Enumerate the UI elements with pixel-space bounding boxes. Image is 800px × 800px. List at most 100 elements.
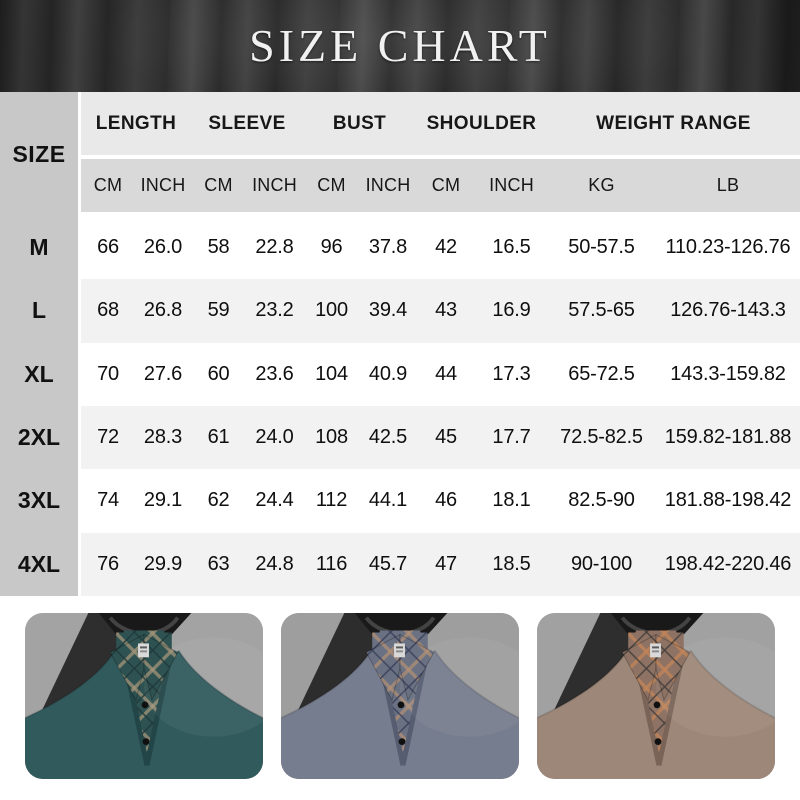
- cell-shoulder-inch: 18.1: [492, 489, 531, 512]
- product-photo-blue-gray: [281, 613, 519, 779]
- collar-shape: [109, 630, 179, 702]
- button: [654, 738, 662, 745]
- header-banner: SIZE CHART: [0, 0, 800, 92]
- product-photo-teal: [25, 613, 263, 779]
- cell-length-inch: 26.8: [143, 299, 183, 322]
- cell-sleeve-inch: 24.0: [255, 426, 294, 449]
- cell-length-cm: 68: [97, 299, 119, 322]
- column-header-bust: BUST: [332, 112, 387, 134]
- cell-bust-inch: 42.5: [368, 426, 408, 449]
- cell-sleeve-cm: 63: [207, 552, 230, 575]
- collar-shape: [621, 630, 691, 702]
- cell-weight-lb: 143.3-159.82: [670, 362, 786, 385]
- button: [397, 701, 405, 709]
- button: [398, 738, 406, 745]
- unit-sleeve-cm: CM: [204, 175, 233, 195]
- cell-sleeve-inch: 24.8: [255, 552, 294, 575]
- cell-sleeve-inch: 22.8: [255, 236, 294, 259]
- unit-shoulder-cm: CM: [431, 175, 461, 195]
- column-header-shoulder: SHOULDER: [426, 112, 537, 134]
- cell-shoulder-cm: 46: [435, 489, 457, 512]
- collar-tag: [650, 643, 661, 658]
- size-column-header: SIZE: [12, 140, 66, 167]
- shirt-illustration: [281, 613, 519, 779]
- row-label-m: M: [29, 234, 49, 261]
- table-row-m: 66 26.0 58 22.8 96 37.8 42 16.5 50-57.5 …: [81, 216, 800, 280]
- cell-shoulder-cm: 43: [435, 299, 457, 322]
- table-row-3xl: 74 29.1 62 24.4 112 44.1 46 18.1 82.5-90…: [81, 469, 800, 533]
- cell-length-cm: 72: [97, 426, 119, 449]
- cell-weight-kg: 90-100: [570, 552, 633, 575]
- cell-bust-cm: 116: [315, 552, 348, 575]
- cell-shoulder-inch: 17.3: [492, 362, 531, 385]
- cell-weight-kg: 57.5-65: [568, 299, 635, 322]
- row-label-3xl: 3XL: [17, 487, 61, 514]
- sweater-shape: [537, 637, 775, 779]
- cell-weight-kg: 82.5-90: [568, 489, 635, 512]
- cell-length-cm: 66: [97, 236, 119, 259]
- cell-sleeve-cm: 58: [207, 236, 230, 259]
- cell-sleeve-cm: 61: [207, 426, 230, 449]
- product-photo-brown: [537, 613, 775, 779]
- cell-weight-kg: 65-72.5: [568, 362, 635, 385]
- cell-bust-cm: 112: [315, 489, 348, 512]
- row-label-xl: XL: [24, 360, 54, 387]
- cell-bust-cm: 100: [315, 299, 348, 322]
- cell-shoulder-cm: 45: [435, 426, 457, 449]
- cell-weight-lb: 110.23-126.76: [665, 236, 791, 259]
- unit-bust-cm: CM: [317, 175, 346, 195]
- table-row-2xl: 72 28.3 61 24.0 108 42.5 45 17.7 72.5-82…: [81, 405, 800, 470]
- cell-weight-lb: 126.76-143.3: [670, 299, 786, 322]
- cell-shoulder-cm: 42: [435, 236, 457, 259]
- cell-bust-inch: 40.9: [368, 362, 408, 385]
- cell-weight-kg: 72.5-82.5: [560, 426, 643, 449]
- cell-length-inch: 26.0: [143, 236, 183, 259]
- cell-length-cm: 70: [97, 362, 119, 385]
- table-row-4xl: 76 29.9 63 24.8 116 45.7 47 18.5 90-100 …: [81, 532, 800, 596]
- size-column: SIZE M L XL 2XL 3XL 4XL: [0, 92, 78, 596]
- cell-bust-cm: 108: [315, 426, 348, 449]
- table-data-area: LENGTH SLEEVE BUST SHOULDER WEIGHT RANGE…: [81, 92, 800, 596]
- cell-weight-lb: 181.88-198.42: [664, 489, 792, 512]
- cell-length-cm: 76: [97, 552, 119, 575]
- measurement-header-row: LENGTH SLEEVE BUST SHOULDER WEIGHT RANGE: [81, 92, 800, 155]
- cell-sleeve-inch: 24.4: [255, 489, 294, 512]
- cell-weight-lb: 198.42-220.46: [664, 552, 792, 575]
- unit-length-inch: INCH: [140, 175, 186, 195]
- cell-sleeve-inch: 23.2: [255, 299, 294, 322]
- header-divider: [81, 155, 800, 159]
- sweater-shape: [25, 637, 263, 779]
- cell-length-inch: 29.9: [143, 552, 183, 575]
- cell-sleeve-cm: 62: [207, 489, 230, 512]
- cell-shoulder-inch: 16.9: [492, 299, 531, 322]
- unit-weight-lb: LB: [716, 175, 740, 195]
- column-header-weight-range: WEIGHT RANGE: [596, 112, 751, 134]
- cell-weight-lb: 159.82-181.88: [664, 426, 792, 449]
- unit-length-cm: CM: [93, 175, 123, 195]
- collar-tag: [394, 643, 405, 658]
- cell-sleeve-inch: 23.6: [255, 362, 294, 385]
- cell-length-inch: 27.6: [143, 362, 183, 385]
- product-photos: [25, 613, 775, 779]
- cell-bust-cm: 96: [320, 236, 343, 259]
- table-row-xl: 70 27.6 60 23.6 104 40.9 44 17.3 65-72.5…: [81, 342, 800, 406]
- cell-shoulder-inch: 18.5: [492, 552, 531, 575]
- cell-shoulder-inch: 16.5: [492, 236, 531, 259]
- unit-header-row: CM INCH CM INCH CM INCH CM INCH KG LB: [81, 159, 800, 212]
- unit-shoulder-inch: INCH: [489, 175, 534, 195]
- column-header-sleeve: SLEEVE: [208, 112, 286, 134]
- unit-bust-inch: INCH: [365, 175, 411, 195]
- cell-bust-inch: 37.8: [368, 236, 408, 259]
- button: [142, 738, 150, 745]
- table-body: 66 26.0 58 22.8 96 37.8 42 16.5 50-57.5 …: [81, 216, 800, 596]
- cell-sleeve-cm: 60: [207, 362, 230, 385]
- cell-bust-cm: 104: [315, 362, 348, 385]
- shirt-illustration: [537, 613, 775, 779]
- table-row-l: 68 26.8 59 23.2 100 39.4 43 16.9 57.5-65…: [81, 279, 800, 343]
- cell-bust-inch: 39.4: [368, 299, 408, 322]
- size-row-labels: M L XL 2XL 3XL 4XL: [0, 216, 78, 596]
- cell-weight-kg: 50-57.5: [568, 236, 635, 259]
- cell-shoulder-cm: 47: [435, 552, 457, 575]
- cell-sleeve-cm: 59: [207, 299, 230, 322]
